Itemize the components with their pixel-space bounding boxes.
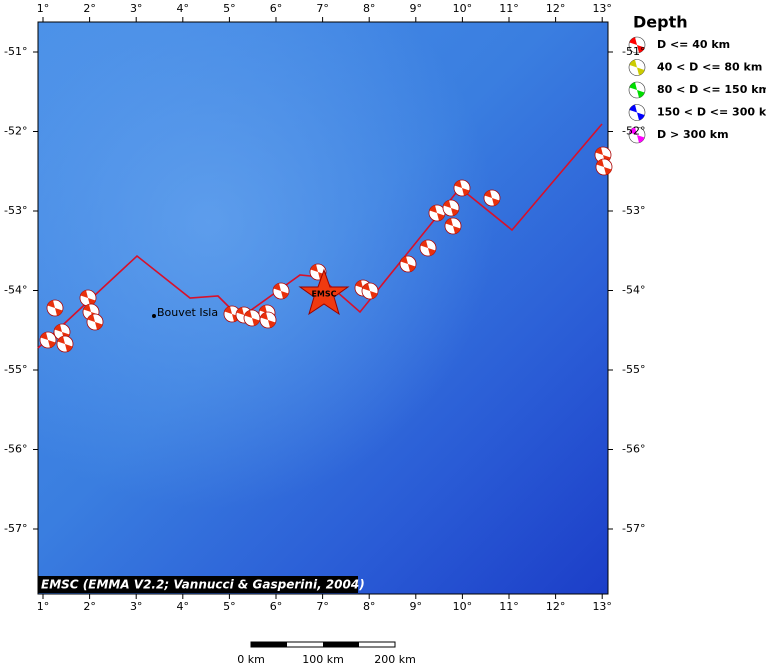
legend-label: 40 < D <= 80 km (657, 61, 762, 74)
lon-label-top: 12° (546, 2, 566, 15)
lon-label-bottom: 4° (177, 600, 190, 613)
lon-label-top: 5° (223, 2, 236, 15)
beach-ball (444, 217, 462, 235)
lon-label-bottom: 8° (363, 600, 376, 613)
lon-label-top: 8° (363, 2, 376, 15)
lon-label-top: 11° (499, 2, 519, 15)
beach-ball (419, 239, 437, 257)
lon-label-top: 2° (83, 2, 96, 15)
beach-ball (442, 199, 460, 217)
lat-label-right: -54° (622, 284, 645, 297)
beach-ball (399, 255, 417, 273)
beach-ball (46, 299, 64, 317)
lon-label-top: 9° (410, 2, 423, 15)
scale-label: 100 km (302, 653, 344, 664)
scale-label: 200 km (374, 653, 416, 664)
lon-label-top: 1° (37, 2, 50, 15)
scale-label: 0 km (237, 653, 265, 664)
lon-label-bottom: 11° (499, 600, 519, 613)
credit: EMSC (EMMA V2.2; Vannucci & Gasperini, 2… (41, 578, 365, 592)
legend: Depth D <= 40 km 40 < D <= 80 km 80 < D <=… (628, 13, 766, 144)
beach-ball (259, 311, 277, 329)
epicenter-label: EMSC (311, 290, 336, 299)
beach-ball (428, 204, 446, 222)
lon-label-top: 6° (270, 2, 283, 15)
lat-label-right: -52° (622, 125, 645, 138)
beach-ball (243, 309, 261, 327)
lon-label-bottom: 10° (453, 600, 473, 613)
beach-ball (361, 282, 379, 300)
lat-label-left: -51° (4, 45, 27, 58)
lat-label-left: -52° (4, 125, 27, 138)
legend-symbol-fill (629, 127, 645, 143)
beach-ball (79, 289, 97, 307)
lat-label-left: -53° (4, 204, 27, 217)
lon-label-bottom: 3° (130, 600, 143, 613)
lat-label-right: -53° (622, 204, 645, 217)
beach-ball (39, 331, 57, 349)
legend-label: D <= 40 km (657, 38, 730, 51)
beach-ball (272, 282, 290, 300)
epicenter-star (298, 268, 350, 316)
scale-bar (250, 641, 396, 648)
plate-boundary (37, 123, 603, 349)
beach-ball (86, 313, 104, 331)
lon-label-top: 13° (592, 2, 612, 15)
lon-label-top: 10° (453, 2, 473, 15)
lon-label-bottom: 5° (223, 600, 236, 613)
beach-ball (483, 189, 501, 207)
lon-label-bottom: 2° (83, 600, 96, 613)
lat-label-left: -57° (4, 522, 27, 535)
lat-label-left: -55° (4, 363, 27, 376)
legend-symbol-fill (629, 104, 645, 121)
map-frame: Bouvet Isla (37, 21, 613, 595)
lon-label-top: 4° (177, 2, 190, 15)
scale-bar-segment (251, 642, 287, 647)
beach-ball (56, 335, 74, 353)
beach-ball (595, 158, 613, 176)
legend-symbol-fill (629, 59, 645, 76)
lat-label-right: -57° (622, 522, 645, 535)
legend-label: D > 300 km (657, 128, 729, 141)
island-label: Bouvet Isla (157, 306, 218, 319)
lat-label-left: -54° (4, 284, 27, 297)
legend-symbol-fill (629, 82, 645, 98)
legend-label: 150 < D <= 300 km (657, 106, 766, 119)
legend-title: Depth (633, 13, 688, 32)
lon-label-bottom: 12° (546, 600, 566, 613)
legend-label: 80 < D <= 150 km (657, 83, 766, 96)
beach-ball (453, 179, 471, 197)
lon-label-bottom: 6° (270, 600, 283, 613)
scale-bar-segment (323, 642, 359, 647)
lat-label-right: -56° (622, 443, 645, 456)
island-marker (152, 314, 156, 318)
lon-label-bottom: 13° (592, 600, 612, 613)
ridge-relief (38, 22, 608, 594)
legend-symbol-fill (629, 37, 645, 53)
lon-label-top: 7° (316, 2, 329, 15)
lon-label-top: 3° (130, 2, 143, 15)
credit-bg (38, 576, 358, 593)
lon-label-bottom: 7° (316, 600, 329, 613)
lat-label-right: -51° (622, 45, 645, 58)
lon-label-bottom: 1° (37, 600, 50, 613)
lon-label-bottom: 9° (410, 600, 423, 613)
lat-label-left: -56° (4, 443, 27, 456)
lat-label-right: -55° (622, 363, 645, 376)
